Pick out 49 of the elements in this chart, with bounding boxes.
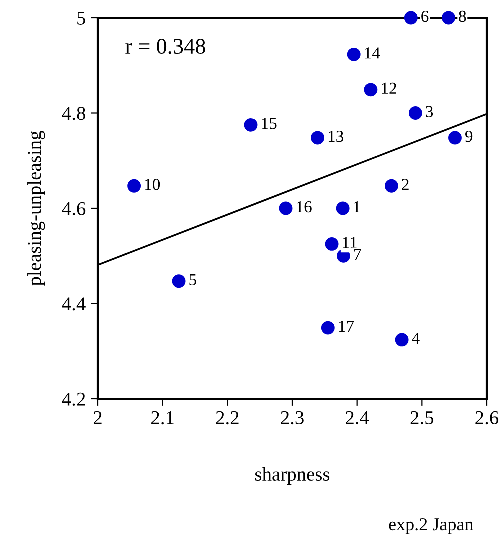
point <box>336 202 350 216</box>
text: exp.2 Japan <box>389 518 474 534</box>
annotation: 12 <box>382 82 396 94</box>
x-axis-title: sharpness <box>255 467 330 485</box>
point <box>442 11 456 25</box>
y-tick-label: 4.2 <box>62 392 86 406</box>
annotation: 10 <box>145 179 160 190</box>
annotation: 5 <box>190 274 196 286</box>
point <box>448 131 462 145</box>
y-tick-label: 4.6 <box>62 202 86 216</box>
annotation: 9 <box>465 130 473 142</box>
x-tick-label: 2.4 <box>346 411 370 425</box>
x-tick-label: 2 <box>94 411 102 424</box>
annotation: 1 <box>354 202 360 213</box>
point <box>404 11 418 25</box>
x-tick-label: 2.5 <box>410 411 434 425</box>
x-tick-label: 2.6 <box>476 411 499 425</box>
point <box>395 333 409 347</box>
point <box>172 274 186 288</box>
point <box>347 48 361 62</box>
point <box>279 202 293 216</box>
annotation: 4 <box>412 332 420 344</box>
point <box>321 321 335 335</box>
annotation: 15 <box>262 118 277 130</box>
annotation: 6 <box>422 10 429 22</box>
annotation: 14 <box>365 48 380 59</box>
annotation: 17 <box>339 321 354 332</box>
point <box>364 83 378 97</box>
annotation: 16 <box>297 201 312 213</box>
annotation: 2 <box>402 179 409 190</box>
y-tick-label: 4.4 <box>62 298 86 311</box>
point <box>384 179 398 193</box>
point <box>128 179 142 193</box>
annotation: 7 <box>354 249 362 260</box>
x-tick-label: 2.2 <box>216 411 239 425</box>
annotation: 13 <box>328 130 344 142</box>
annotation: 3 <box>426 106 434 118</box>
point <box>244 118 258 132</box>
y-tick-label: 4.8 <box>62 107 86 120</box>
y-axis-title: pleasing-unpleasing <box>28 131 46 286</box>
y-tick-label: 5 <box>78 12 86 25</box>
point <box>325 238 339 251</box>
x-tick-label: 2.1 <box>152 411 174 425</box>
x-tick-label: 2.3 <box>281 411 304 425</box>
annotation: 8 <box>459 10 466 22</box>
annotation: 11 <box>343 237 357 248</box>
annotation: r = 0.348 <box>126 39 206 54</box>
point <box>408 106 422 120</box>
point <box>311 131 324 145</box>
